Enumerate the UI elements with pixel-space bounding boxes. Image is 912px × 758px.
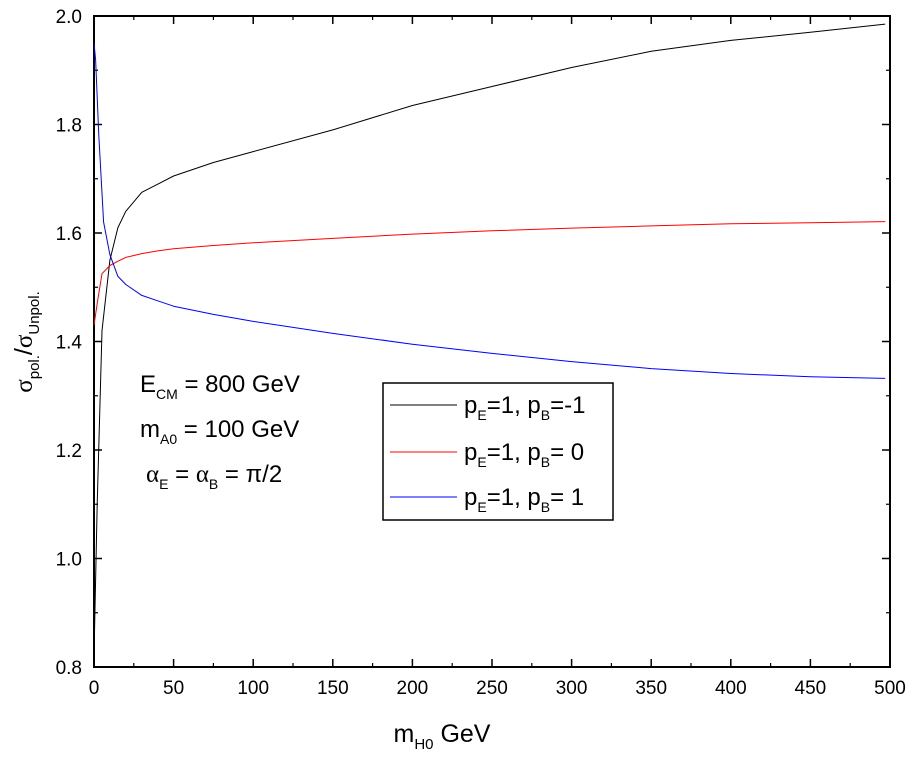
legend-label-0: pE=1, pB=-1: [464, 392, 585, 423]
series-lines: [93, 23, 886, 657]
x-tick-label-9: 450: [795, 678, 827, 699]
x-tick-label-8: 400: [715, 678, 747, 699]
tick-labels: 0 50 100 150 200 250 300 350 400 450 500 0.8 1.0 1.2 1…: [56, 7, 906, 699]
y-tick-label-6: 2.0: [56, 7, 82, 28]
x-tick-label-2: 100: [237, 678, 269, 699]
y-tick-label-3: 1.4: [56, 333, 83, 354]
x-tick-label-7: 350: [635, 678, 667, 699]
x-tick-label-0: 0: [89, 678, 100, 699]
legend-label-1: pE=1, pB= 0: [464, 439, 584, 470]
annotation-energy: ECM = 800 GeV: [140, 371, 300, 402]
y-tick-label-4: 1.6: [56, 224, 82, 245]
x-tick-label-1: 50: [163, 678, 184, 699]
series-line-0: [93, 23, 886, 657]
annotation-alpha: αE = αB = π/2: [146, 461, 282, 492]
x-tick-label-4: 200: [397, 678, 429, 699]
series-line-2: [93, 43, 886, 379]
y-tick-label-1: 1.0: [56, 550, 82, 571]
x-tick-label-10: 500: [874, 678, 906, 699]
x-tick-label-6: 300: [556, 678, 588, 699]
x-tick-label-5: 250: [476, 678, 508, 699]
y-tick-label-5: 1.8: [56, 116, 82, 137]
legend-label-2: pE=1, pB= 1: [464, 484, 584, 515]
axis-ticks: [93, 15, 891, 668]
series-line-1: [93, 221, 886, 326]
x-axis-label: mH0 GeV: [394, 720, 491, 753]
y-axis-label: σpol./σUnpol.: [10, 291, 43, 392]
annotation-mass-a0: mA0 = 100 GeV: [140, 416, 299, 447]
y-tick-label-0: 0.8: [56, 658, 82, 679]
plot-frame: [93, 15, 891, 668]
x-tick-label-3: 150: [317, 678, 349, 699]
y-tick-label-2: 1.2: [56, 441, 82, 462]
legend: pE=1, pB=-1 pE=1, pB= 0 pE=1, pB= 1: [382, 382, 614, 521]
